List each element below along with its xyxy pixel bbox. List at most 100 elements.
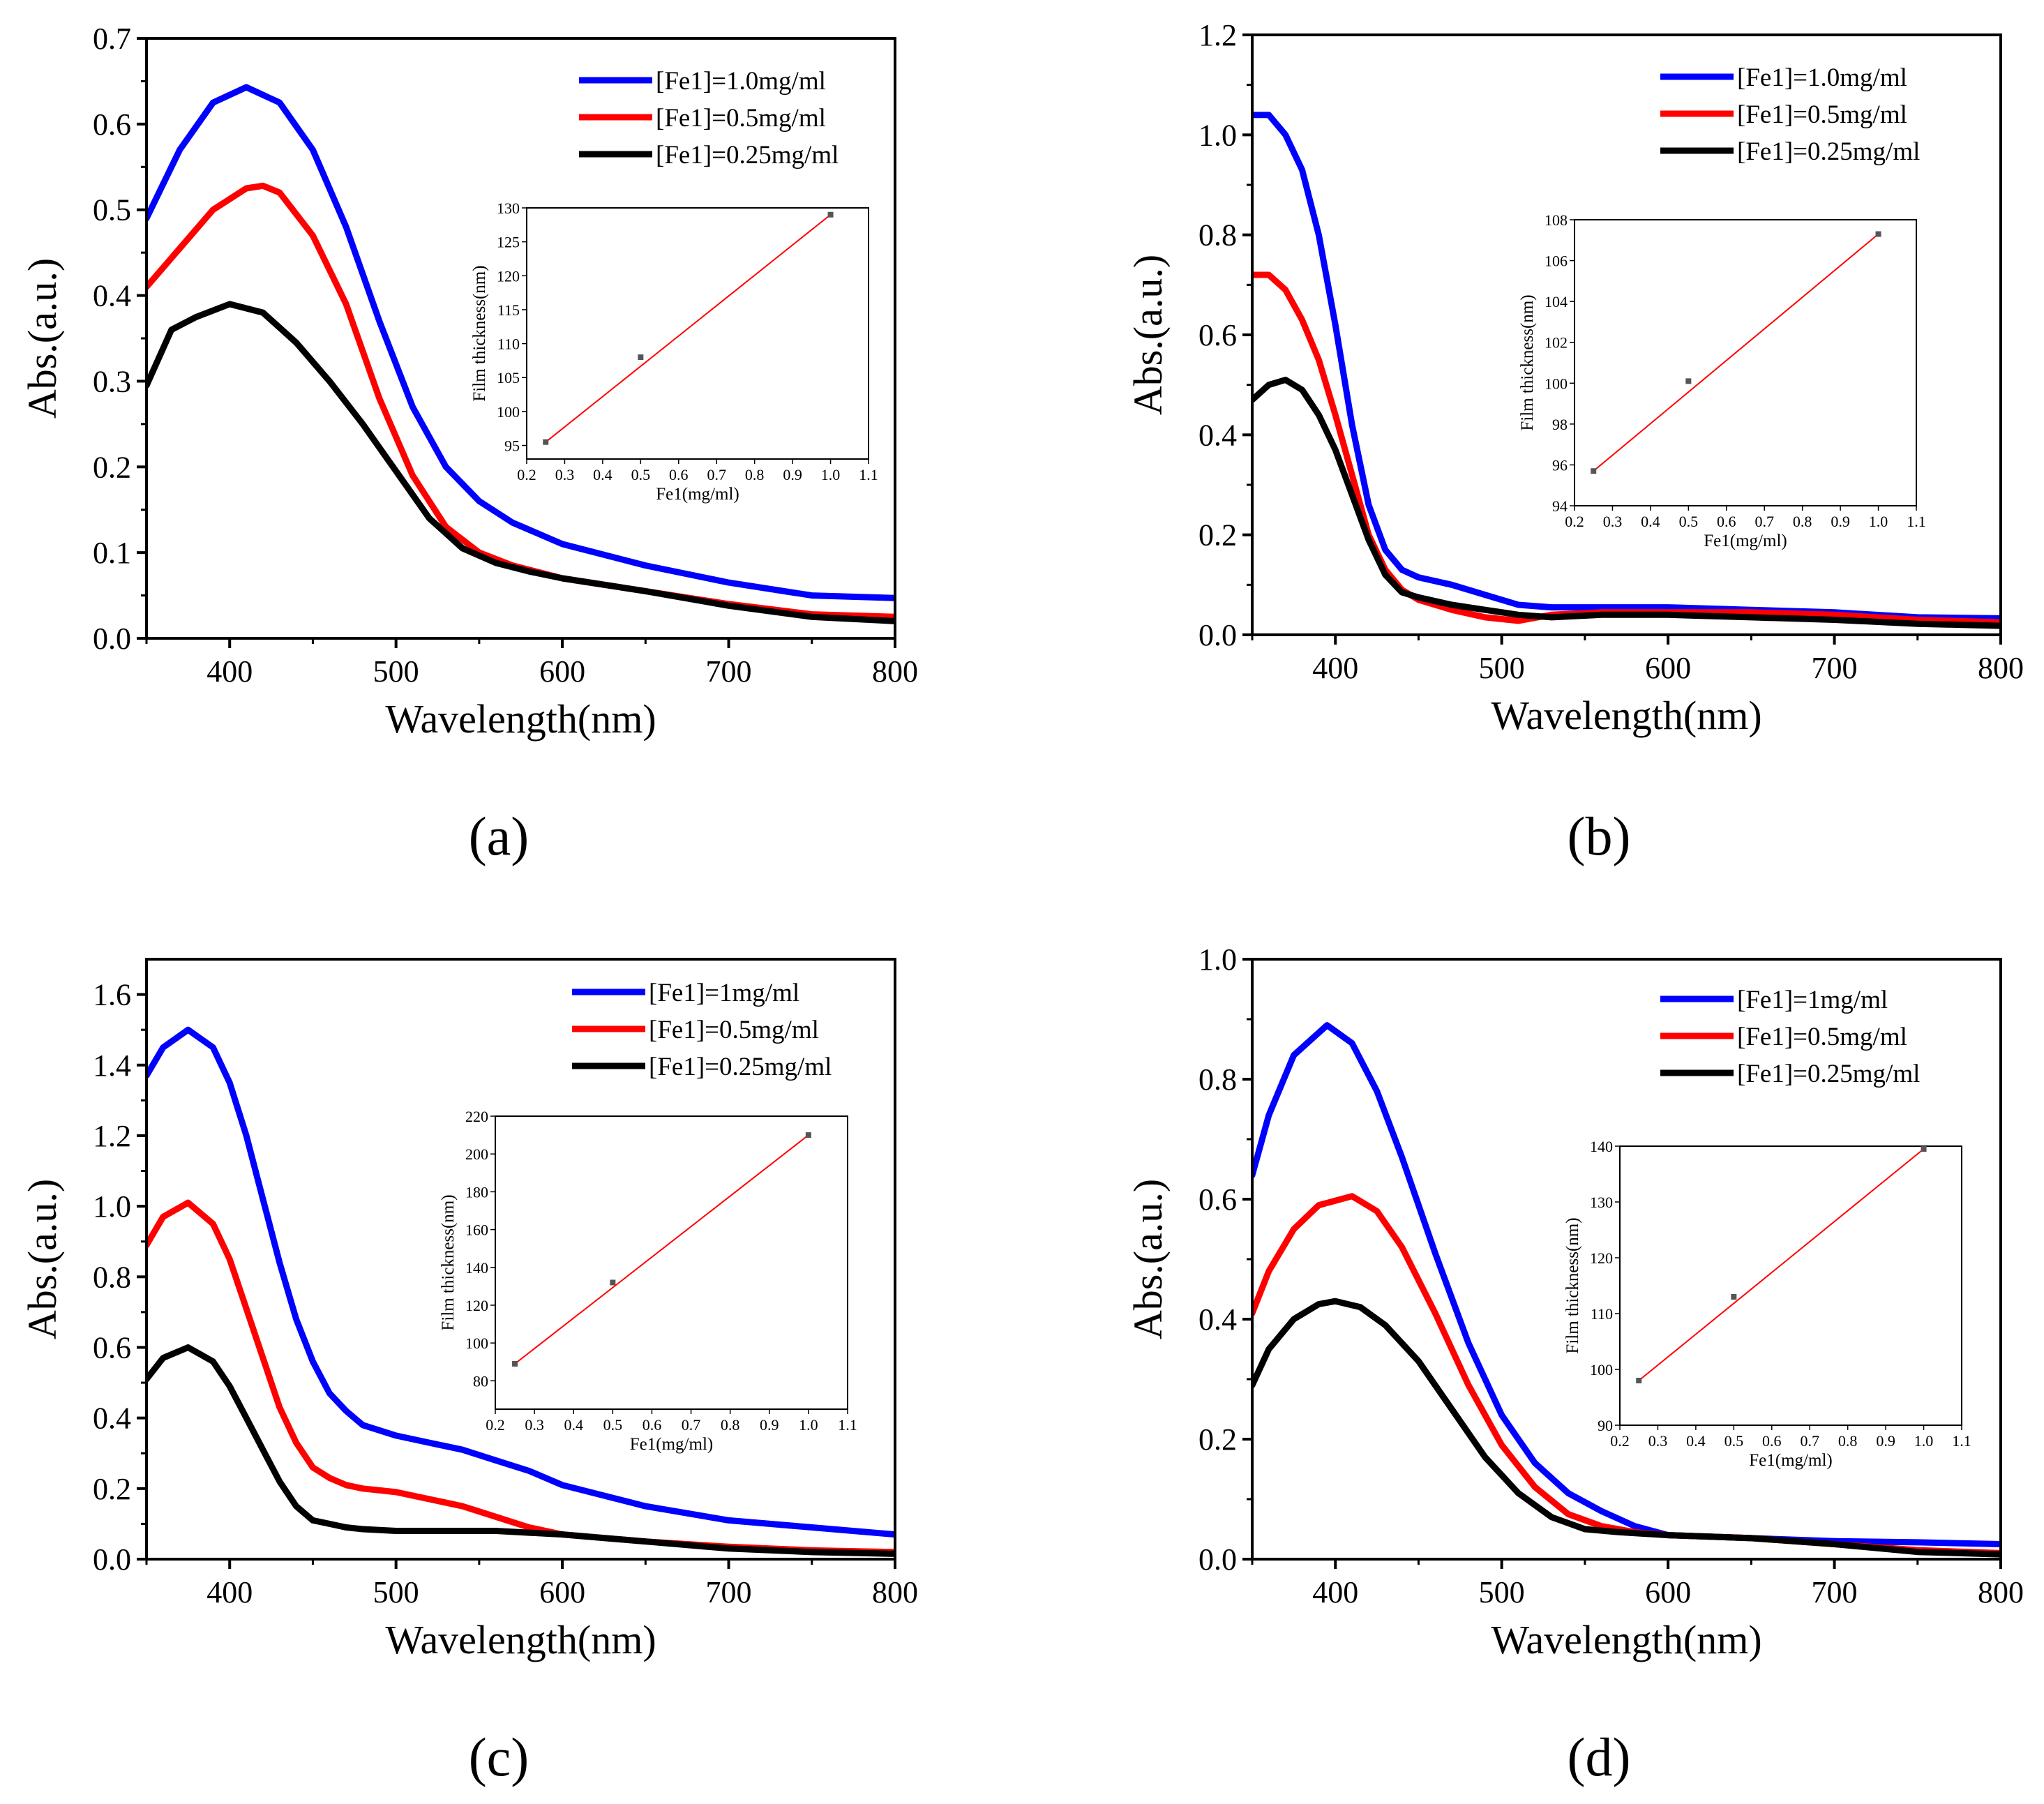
x-tick-label: 400 <box>206 654 253 689</box>
series-line-3 <box>1252 1298 2001 1558</box>
inset-y-axis-title: Film thickness(nm) <box>470 265 489 401</box>
series-line-3 <box>1252 377 2001 629</box>
x-tick-label: 700 <box>1812 651 1858 685</box>
inset-y-tick-label: 140 <box>1590 1138 1613 1155</box>
y-tick-label: 0.4 <box>93 279 131 313</box>
x-tick-label: 700 <box>706 654 752 689</box>
inset-y-tick-label: 130 <box>497 200 520 217</box>
y-tick-label: 1.0 <box>93 1189 131 1224</box>
y-tick-label: 0.6 <box>1198 1182 1237 1217</box>
inset-x-tick-label: 0.3 <box>1603 513 1623 530</box>
x-tick-label: 400 <box>1312 651 1358 685</box>
inset-x-tick-label: 1.0 <box>799 1416 818 1434</box>
y-tick-label: 1.2 <box>93 1119 131 1153</box>
series-line-1 <box>146 84 895 601</box>
chart-panel-1: 400 500 600 700 800 0.0 0.1 0.2 0.3 0.4 0.5 0.6 0.7 W… <box>20 22 918 866</box>
inset-x-tick-label: 0.4 <box>1686 1432 1706 1450</box>
inset-y-tick-label: 180 <box>465 1183 488 1201</box>
panel-label: (d) <box>1568 1727 1631 1787</box>
y-axis-title: Abs.(a.u.) <box>1125 1179 1171 1339</box>
inset-y-axis-title: Film thickness(nm) <box>1518 294 1537 430</box>
inset-chart: 0.2 0.3 0.4 0.5 0.6 0.7 0.8 0.9 1.0 1.1 90 100 110 12… <box>1563 1138 1971 1470</box>
inset-y-tick-label: 130 <box>1590 1194 1613 1211</box>
inset-x-tick-label: 0.2 <box>1565 513 1584 530</box>
inset-y-tick-label: 106 <box>1545 253 1568 270</box>
x-tick-label: 500 <box>373 1575 419 1609</box>
inset-frame <box>526 207 869 460</box>
x-tick-label: 600 <box>539 654 585 689</box>
legend-label: [Fe1]=1mg/ml <box>1737 986 1888 1014</box>
y-tick-label: 0.3 <box>93 364 131 398</box>
series-line-3 <box>146 301 895 624</box>
inset-x-tick-label: 0.5 <box>631 466 651 483</box>
chart-panel-2: 400 500 600 700 800 0.0 0.2 0.4 0.6 0.8 1.0 1.2 Wave… <box>1125 18 2024 866</box>
inset-x-tick-label: 0.7 <box>1800 1432 1819 1450</box>
inset-x-tick-label: 0.3 <box>525 1416 544 1434</box>
x-axis-title: Wavelength(nm) <box>385 696 656 742</box>
legend-label: [Fe1]=1.0mg/ml <box>656 67 826 96</box>
x-tick-label: 800 <box>872 654 918 689</box>
inset-y-tick-label: 120 <box>497 267 520 285</box>
panel-label: (a) <box>469 806 529 866</box>
y-axis-title: Abs.(a.u.) <box>20 258 65 419</box>
y-tick-label: 0.6 <box>93 107 131 142</box>
y-tick-label: 0.0 <box>1198 618 1237 652</box>
inset-y-tick-label: 100 <box>465 1335 488 1352</box>
inset-data-point <box>827 211 834 218</box>
inset-y-tick-label: 120 <box>465 1297 488 1314</box>
inset-y-tick-label: 105 <box>497 369 520 386</box>
inset-y-tick-label: 200 <box>465 1145 488 1163</box>
legend-label: [Fe1]=0.5mg/ml <box>1737 1023 1907 1051</box>
inset-y-tick-label: 96 <box>1552 456 1568 474</box>
inset-x-tick-label: 1.0 <box>821 466 841 483</box>
y-tick-label: 0.7 <box>93 22 131 56</box>
inset-y-tick-label: 80 <box>473 1372 488 1390</box>
inset-y-tick-label: 100 <box>1590 1361 1613 1378</box>
inset-x-tick-label: 0.3 <box>555 466 575 483</box>
inset-data-point <box>1636 1378 1642 1383</box>
inset-x-tick-label: 0.9 <box>1876 1432 1895 1450</box>
inset-x-tick-label: 0.8 <box>721 1416 740 1434</box>
inset-y-tick-label: 125 <box>497 234 520 251</box>
legend-label: [Fe1]=0.5mg/ml <box>649 1016 819 1044</box>
inset-fit-line <box>1638 1148 1925 1381</box>
y-tick-label: 0.8 <box>1198 1062 1237 1097</box>
inset-x-tick-label: 0.6 <box>642 1416 662 1434</box>
y-tick-label: 1.2 <box>1198 18 1237 52</box>
y-tick-label: 0.6 <box>93 1330 131 1365</box>
legend-label: [Fe1]=0.5mg/ml <box>1737 100 1907 129</box>
inset-x-tick-label: 0.4 <box>593 466 613 483</box>
x-axis-title: Wavelength(nm) <box>385 1617 656 1662</box>
inset-data-point <box>1685 378 1692 384</box>
legend-label: [Fe1]=0.25mg/ml <box>1737 1060 1920 1088</box>
series-line-3 <box>146 1344 895 1557</box>
x-tick-label: 800 <box>1978 1575 2024 1609</box>
x-tick-label: 500 <box>373 654 419 689</box>
inset-x-tick-label: 1.1 <box>1907 513 1926 530</box>
inset-data-point <box>1591 468 1597 474</box>
x-tick-label: 400 <box>206 1575 253 1609</box>
y-tick-label: 0.2 <box>93 450 131 484</box>
y-tick-label: 0.6 <box>1198 318 1237 352</box>
x-tick-label: 600 <box>1645 1575 1691 1609</box>
x-tick-label: 800 <box>1978 651 2024 685</box>
y-tick-label: 0.0 <box>93 1542 131 1577</box>
y-tick-label: 0.4 <box>1198 1302 1237 1337</box>
inset-x-tick-label: 1.1 <box>859 466 878 483</box>
inset-y-tick-label: 220 <box>465 1108 488 1125</box>
inset-data-point <box>543 439 549 445</box>
inset-y-tick-label: 102 <box>1545 334 1568 352</box>
series-line-1 <box>1252 112 2001 622</box>
legend-label: [Fe1]=0.5mg/ml <box>656 104 826 133</box>
y-tick-label: 0.4 <box>93 1401 131 1436</box>
inset-y-tick-label: 104 <box>1545 293 1568 310</box>
inset-y-axis-title: Film thickness(nm) <box>1563 1217 1582 1353</box>
inset-x-tick-label: 0.2 <box>517 466 536 483</box>
inset-x-tick-label: 0.7 <box>1754 513 1774 530</box>
inset-y-tick-label: 100 <box>497 403 520 421</box>
x-tick-label: 800 <box>872 1575 918 1609</box>
inset-x-tick-label: 1.0 <box>1869 513 1888 530</box>
inset-x-tick-label: 0.4 <box>1641 513 1660 530</box>
y-tick-label: 0.0 <box>1198 1542 1237 1577</box>
